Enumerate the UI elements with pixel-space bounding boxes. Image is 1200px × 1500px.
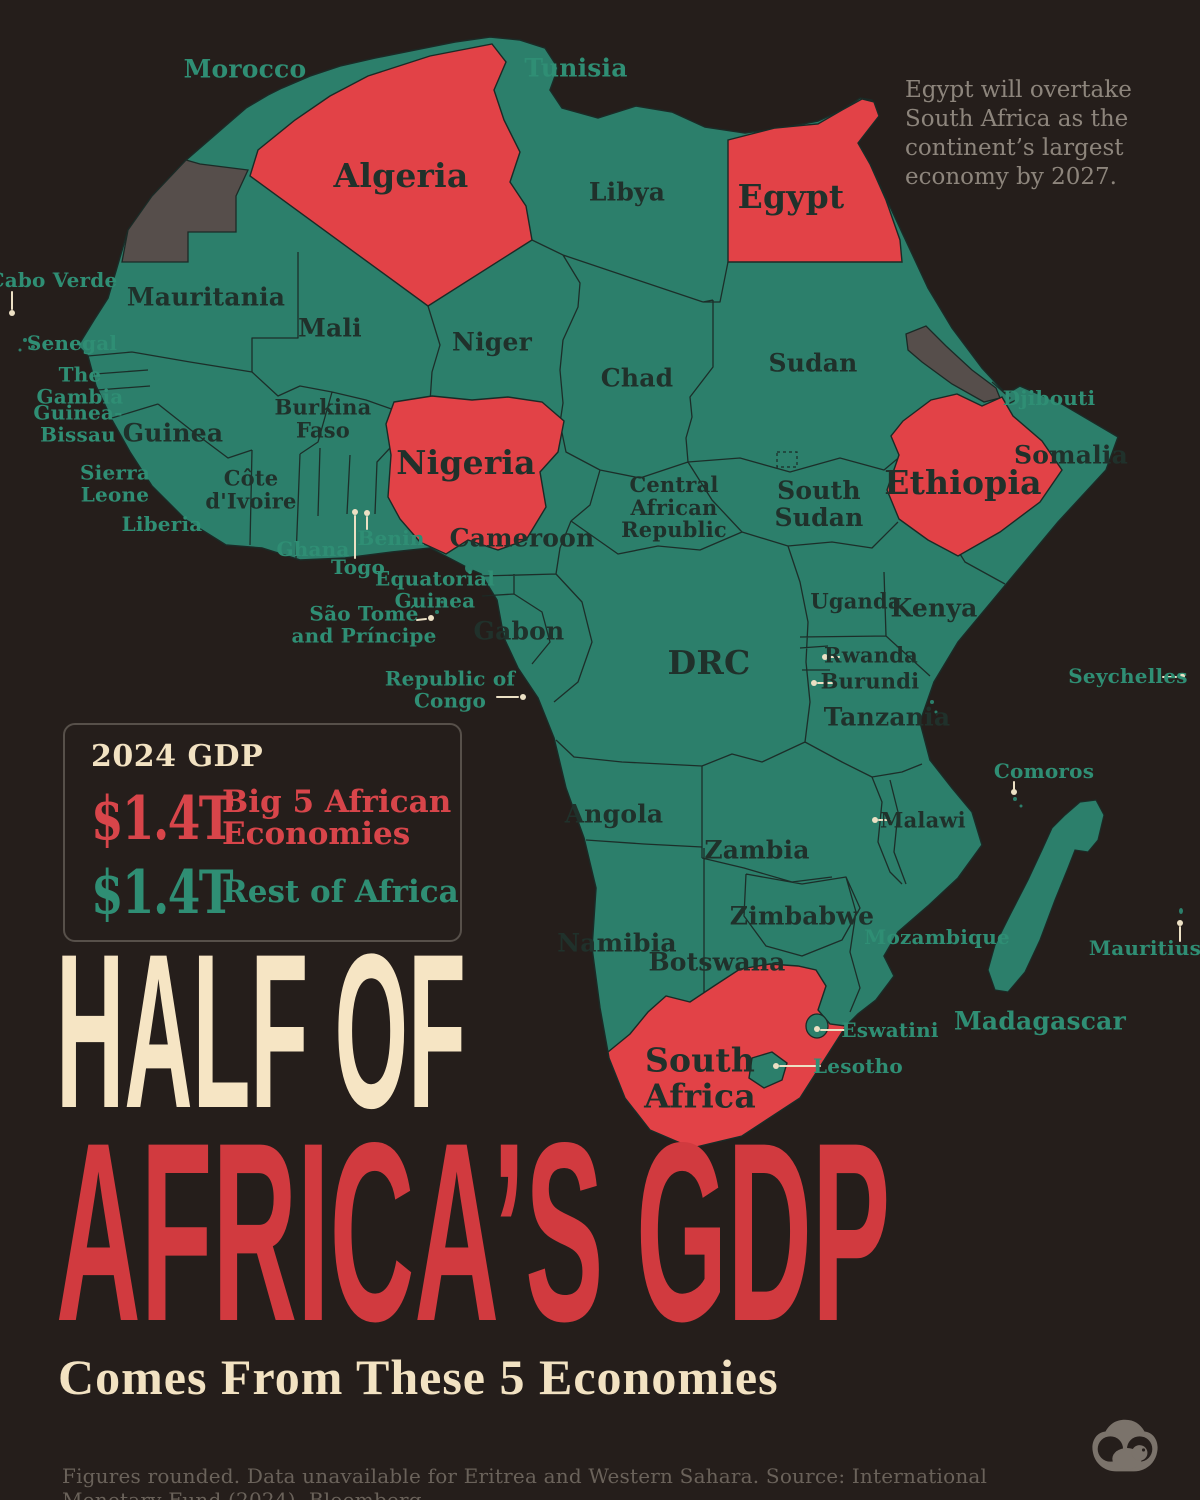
country-algeria	[249, 43, 533, 307]
legend-row-rest: $1.4T Rest of Africa	[91, 856, 460, 930]
map-label-burundi: Burundi	[820, 668, 920, 694]
legend-label-rest: Rest of Africa	[222, 874, 459, 911]
map-label-sao-tome: São Tomé and Príncipe	[291, 601, 437, 647]
map-label-liberia: Liberia	[121, 512, 203, 537]
map-label-egypt: Egypt	[737, 177, 845, 217]
map-label-rwanda: Rwanda	[824, 642, 918, 668]
country-western-sahara	[121, 159, 249, 263]
country-ethiopia	[886, 393, 1063, 557]
country-madagascar	[987, 799, 1105, 993]
map-label-the-gambia: The Gambia	[36, 362, 124, 408]
map-label-comoros: Comoros	[993, 759, 1095, 784]
map-label-malawi: Malawi	[880, 807, 966, 833]
map-label-gabon: Gabon	[473, 616, 565, 646]
country-borders	[87, 239, 1017, 1013]
map-label-cote-divoire: Côte d'Ivoire	[205, 465, 297, 513]
country-nigeria	[385, 395, 565, 555]
map-label-eswatini: Eswatini	[841, 1018, 939, 1043]
map-label-ghana: Ghana	[276, 537, 350, 562]
map-label-senegal: Senegal	[26, 331, 118, 356]
abyei-dashed-area	[776, 451, 798, 468]
map-label-morocco: Morocco	[183, 54, 307, 84]
title-line-1: HALF OF	[56, 908, 466, 1154]
map-label-cabo-verde: Cabo Verde	[0, 268, 118, 293]
map-label-lesotho: Lesotho	[813, 1054, 903, 1079]
map-label-seychelles: Seychelles	[1068, 664, 1188, 689]
country-egypt	[727, 98, 903, 263]
map-label-niger: Niger	[452, 327, 532, 357]
map-label-uganda: Uganda	[810, 588, 902, 614]
map-label-equatorial-guinea: Equatorial Guinea	[375, 566, 495, 612]
map-label-madagascar: Madagascar	[954, 1006, 1126, 1036]
legend-value-big5: $1.4T	[91, 784, 234, 854]
small-islands	[18, 338, 1183, 914]
annotation-egypt-note: Egypt will overtake South Africa as the …	[905, 77, 1132, 190]
subtitle: Comes From These 5 Economies	[58, 1349, 779, 1405]
map-label-central-african-republic: Central African Republic	[621, 471, 727, 543]
map-label-drc: DRC	[667, 643, 751, 683]
map-label-somalia: Somalia	[1014, 440, 1128, 470]
map-label-algeria: Algeria	[333, 156, 469, 196]
footer-source-note: Figures rounded. Data unavailable for Er…	[62, 1464, 988, 1500]
legend-row-big5: $1.4T Big 5 African Economies	[91, 782, 460, 856]
map-label-nigeria: Nigeria	[396, 443, 536, 483]
map-label-sierra-leone: Sierra Leone	[80, 460, 150, 506]
map-label-guinea: Guinea	[122, 418, 224, 448]
map-label-mozambique: Mozambique	[864, 925, 1010, 950]
map-label-burkina-faso: Burkina Faso	[274, 394, 372, 442]
map-label-zimbabwe: Zimbabwe	[729, 901, 875, 931]
country-south-africa	[607, 963, 848, 1149]
map-label-guinea-bissau: Guinea- Bissau	[33, 400, 123, 446]
map-label-tanzania: Tanzania	[823, 702, 951, 732]
legend-title: 2024 GDP	[91, 739, 264, 774]
map-label-botswana: Botswana	[648, 947, 786, 977]
map-label-tunisia: Tunisia	[524, 53, 628, 83]
map-label-djibouti: Djibouti	[1002, 386, 1096, 411]
map-label-cameroon: Cameroon	[449, 523, 595, 553]
map-label-zambia: Zambia	[704, 835, 810, 865]
map-label-south-sudan: South Sudan	[774, 476, 864, 532]
map-label-mauritius: Mauritius	[1088, 936, 1200, 961]
map-label-namibia: Namibia	[557, 928, 677, 958]
map-label-sudan: Sudan	[768, 348, 858, 378]
map-label-ethiopia: Ethiopia	[884, 463, 1042, 503]
continent-africa	[77, 36, 1119, 1149]
map-label-libya: Libya	[588, 177, 666, 207]
map-label-chad: Chad	[600, 363, 674, 393]
map-label-angola: Angola	[564, 799, 664, 829]
map-label-kenya: Kenya	[890, 593, 978, 623]
map-label-republic-of-congo: Republic of Congo	[384, 666, 516, 712]
title-line-2: AFRICA’S GDP	[56, 1090, 891, 1375]
map-label-togo: Togo	[330, 555, 386, 580]
voronoi-logo	[1092, 1419, 1158, 1472]
map-label-mauritania: Mauritania	[126, 282, 286, 312]
map-label-benin: Benin	[357, 526, 425, 551]
label-leader-lines	[9, 291, 1185, 1069]
legend-box: 2024 GDP $1.4T Big 5 African Economies $…	[63, 723, 462, 942]
map-label-mali: Mali	[298, 313, 362, 343]
map-label-south-africa: South Africa	[644, 1040, 756, 1115]
legend-label-big5: Big 5 African Economies	[222, 784, 452, 852]
